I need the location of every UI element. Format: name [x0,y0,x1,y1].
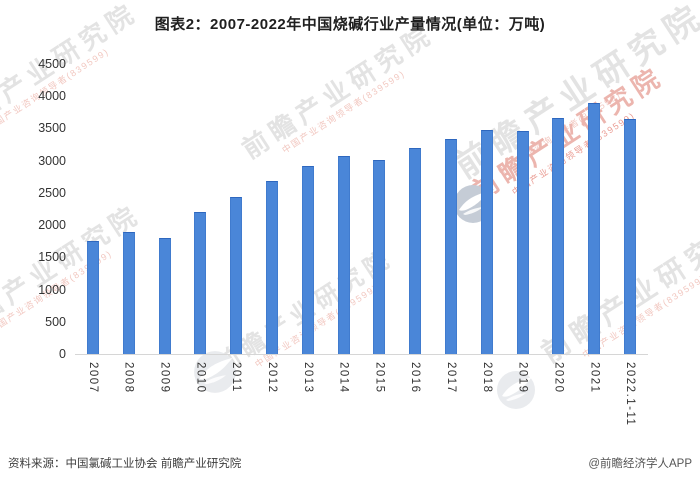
bar-2014 [337,155,350,354]
bar-2013 [301,166,314,354]
x-axis-tick-label: 2007 [86,362,99,394]
bar-slot [576,65,612,354]
y-axis-tick-label: 3500 [38,121,66,136]
y-axis: 0 500 1000 1500 2000 2500 3000 3500 4000 4500 [0,57,66,361]
bar-2009 [158,238,171,354]
bar-slot [541,65,577,354]
bar-2007 [86,241,99,354]
logo-bird-icon [194,351,236,393]
y-axis-tick-label: 1500 [38,250,66,265]
x-axis-tick-label: 2021 [588,362,601,394]
x-axis-tick-label: 2020 [552,362,565,394]
bar-slot [505,65,541,354]
x-label-slot: 2009 [147,362,183,394]
bar-slot [326,65,362,354]
x-label-slot: 2020 [541,362,577,394]
x-label-slot: 2016 [397,362,433,394]
bar-2010 [194,212,207,354]
bar-slot [469,65,505,354]
x-axis-tick-label: 2015 [373,362,386,394]
branding-note: @前瞻经济学人APP [588,458,692,470]
x-axis-tick-label: 2017 [445,362,458,394]
y-axis-tick-label: 2500 [38,185,66,200]
x-label-slot: 2013 [290,362,326,394]
bar-slot [290,65,326,354]
x-axis-tick-label: 2011 [230,362,243,393]
bar-slot [75,65,111,354]
bar-2012 [265,181,278,354]
y-axis-tick-label: 500 [45,314,66,329]
bar-2011 [230,196,243,354]
source-note: 资料来源：中国氯碱工业协会 前瞻产业研究院 [8,458,242,470]
bar-slot [397,65,433,354]
bar-2017 [445,139,458,354]
bar-slot [147,65,183,354]
x-label-slot: 2022.1-11 [612,362,648,426]
x-label-slot: 2007 [75,362,111,394]
bar-2008 [122,231,135,354]
x-axis-tick-label: 2018 [480,362,493,394]
x-axis-tick-label: 2022.1-11 [624,362,637,427]
x-axis-tick-label: 2010 [194,362,207,394]
x-axis-tick-label: 2013 [301,362,314,394]
bar-slot [254,65,290,354]
bar-slot [362,65,398,354]
x-label-slot: 2008 [111,362,147,394]
bar-slot [612,65,648,354]
y-axis-tick-label: 0 [59,347,66,361]
y-axis-tick-label: 4000 [38,89,66,104]
x-axis-tick-label: 2009 [158,362,171,394]
x-label-slot: 2010 [182,362,218,394]
bar-2021 [588,103,601,354]
x-axis-tick-label: 2008 [122,362,135,394]
bar-2019 [516,131,529,354]
bar-2022.1-11 [624,119,637,354]
bar-2020 [552,118,565,354]
bar-slot [433,65,469,354]
watermark-logo-circle [193,350,237,399]
logo-bird-icon [497,371,535,409]
x-label-slot: 2014 [326,362,362,394]
x-axis-tick-label: 2019 [516,362,529,394]
x-label-slot: 2018 [469,362,505,394]
x-axis-tick-label: 2014 [337,362,350,394]
x-label-slot: 2015 [362,362,398,394]
watermark-logo-circle [496,370,536,415]
x-axis: 2007 2008 2009 2010 2011 2012 2013 2014 2015 2016… [75,362,648,426]
x-label-slot: 2012 [254,362,290,394]
x-axis-tick-label: 2016 [409,362,422,394]
bar-slot [111,65,147,354]
x-label-slot: 2021 [576,362,612,394]
x-label-slot: 2019 [505,362,541,394]
bar-2015 [373,160,386,354]
y-axis-tick-label: 4500 [38,57,66,71]
y-axis-tick-label: 3000 [38,153,66,168]
y-axis-tick-label: 1000 [38,282,66,297]
bar-2018 [480,129,493,354]
bar-slot [218,65,254,354]
chart-footer: 资料来源：中国氯碱工业协会 前瞻产业研究院 @前瞻经济学人APP [0,455,700,471]
bar-slot [182,65,218,354]
x-label-slot: 2011 [218,362,254,393]
x-axis-tick-label: 2012 [265,362,278,394]
x-label-slot: 2017 [433,362,469,394]
y-axis-tick-label: 2000 [38,218,66,233]
plot-area [75,65,648,355]
chart-title: 图表2：2007-2022年中国烧碱行业产量情况(单位：万吨) [154,16,546,33]
bar-2016 [409,148,422,354]
